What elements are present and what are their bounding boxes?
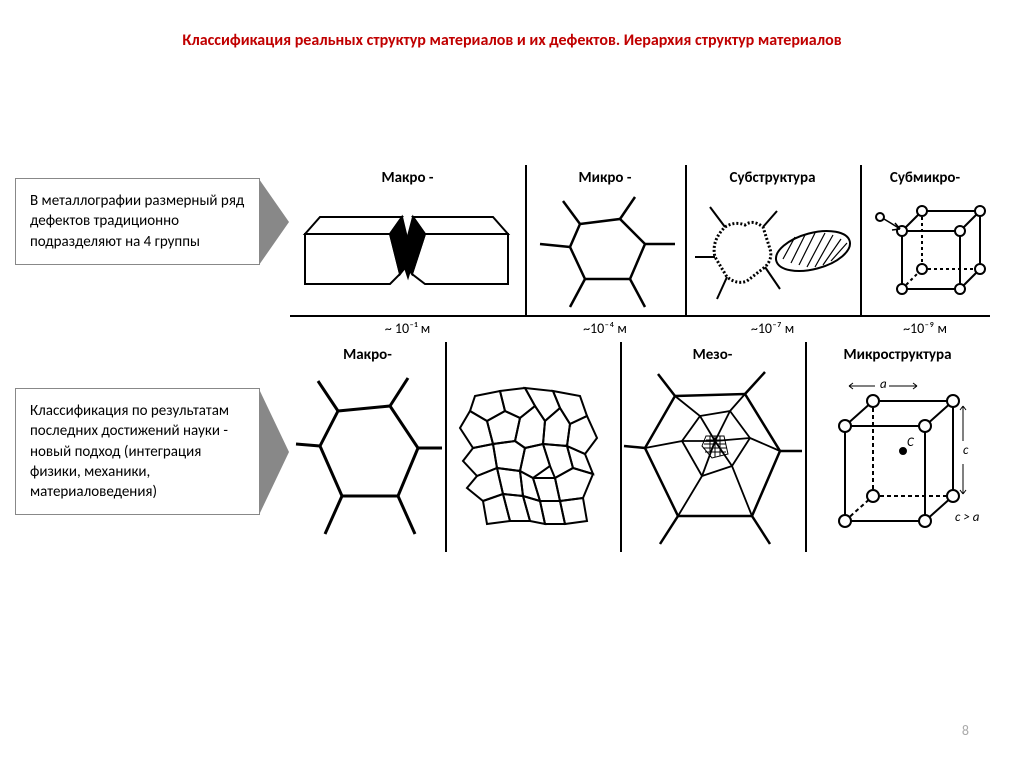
diagram-area: Макро - ~ — [290, 165, 990, 552]
cell-label: Субмикро- — [860, 165, 990, 187]
cell-meso: Мезо- — [620, 342, 807, 552]
cell-label: Макро - — [290, 165, 525, 187]
cell-scale: ~10⁻⁹ м — [860, 320, 990, 337]
cell-scale: ~10⁻⁴ м — [525, 320, 685, 337]
row-traditional: Макро - ~ — [290, 165, 990, 317]
cell-label: Микроструктура — [805, 342, 990, 364]
label-c-dot: C — [907, 435, 915, 450]
chevron-right-icon — [259, 389, 289, 515]
chevron-right-icon — [259, 179, 289, 265]
cell-poly — [445, 342, 622, 552]
label-ca: c > a — [955, 510, 980, 525]
cell-microstructure: Микроструктура — [805, 342, 990, 552]
grain-icon — [525, 189, 685, 315]
lattice-cell-icon: a C c c > a — [805, 366, 990, 552]
callout-text-2: Классификация по результатам последних д… — [30, 402, 229, 501]
unit-cell-icon — [860, 189, 990, 315]
grain-large-icon — [290, 366, 445, 552]
row-modern: Макро- — [290, 342, 990, 552]
cell-label: Мезо- — [620, 342, 805, 364]
cell-macro-2: Макро- — [290, 342, 447, 552]
callout-text-1: В металлографии размерный ряд дефектов т… — [30, 192, 244, 251]
cell-submicro: Субмикро- — [860, 165, 990, 315]
cell-label: Макро- — [290, 342, 445, 364]
cell-scale: ~10⁻⁷ м — [685, 320, 860, 337]
substructure-icon — [685, 189, 860, 315]
label-a: a — [880, 377, 887, 392]
cell-substructure: Субструктура — [685, 165, 862, 315]
cell-label: Микро - — [525, 165, 685, 187]
cell-label: Субструктура — [685, 165, 860, 187]
label-c: c — [963, 443, 969, 458]
cell-label — [445, 342, 620, 346]
callout-metallography: В металлографии размерный ряд дефектов т… — [15, 178, 260, 265]
polycrystal-icon — [445, 366, 620, 552]
callout-classification: Классификация по результатам последних д… — [15, 388, 260, 515]
page-title: Классификация реальных структур материал… — [0, 0, 1024, 52]
cell-macro-1: Макро - ~ — [290, 165, 527, 315]
cell-micro-1: Микро - ~10⁻⁴ м — [525, 165, 687, 315]
cell-scale: ~ 10⁻¹ м — [290, 320, 525, 337]
meso-grain-icon — [620, 366, 805, 552]
macro-block-icon — [290, 189, 525, 315]
page-number: 8 — [962, 722, 969, 739]
